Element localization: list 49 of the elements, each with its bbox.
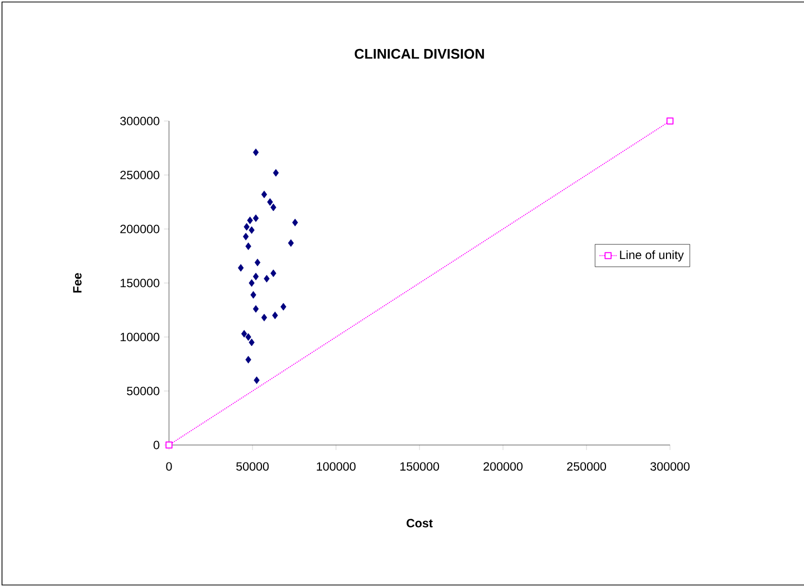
point xyxy=(252,148,259,156)
y-tick-label: 250000 xyxy=(120,170,160,180)
x-tick-label: 200000 xyxy=(484,462,523,471)
point xyxy=(288,239,294,247)
point xyxy=(252,214,259,222)
point xyxy=(242,232,249,240)
point xyxy=(245,242,252,250)
point xyxy=(292,218,298,226)
point xyxy=(252,305,259,313)
x-tick-label: 150000 xyxy=(400,462,440,471)
point xyxy=(244,223,250,231)
point xyxy=(267,198,273,206)
point xyxy=(270,269,276,278)
x-tick-label: 100000 xyxy=(316,462,356,471)
point xyxy=(247,216,253,224)
point xyxy=(166,442,172,448)
y-tick-label: 150000 xyxy=(120,278,160,288)
legend-label: Line of unity xyxy=(620,250,684,262)
point xyxy=(280,302,286,311)
y-tick-label: 100000 xyxy=(120,332,160,342)
y-tick-label: 200000 xyxy=(120,224,160,234)
x-tick-label: 0 xyxy=(166,462,172,471)
x-axis-title: Cost xyxy=(406,518,433,528)
point xyxy=(254,376,260,384)
point xyxy=(238,264,244,272)
point xyxy=(270,204,276,212)
point xyxy=(666,118,674,124)
point xyxy=(254,258,260,266)
point xyxy=(272,312,278,320)
y-tick-label: 50000 xyxy=(126,386,160,396)
point xyxy=(248,338,255,346)
point xyxy=(261,190,268,198)
x-tick-label: 50000 xyxy=(236,462,269,471)
x-tick-label: 300000 xyxy=(650,462,690,471)
point xyxy=(252,272,259,280)
point xyxy=(241,330,248,338)
y-axis-title: Fee xyxy=(73,273,82,293)
chart-title: CLINICAL DIVISION xyxy=(354,48,484,59)
y-tick-label: 300000 xyxy=(120,116,160,126)
point xyxy=(245,333,252,341)
y-tick-label: 0 xyxy=(154,440,160,450)
point xyxy=(264,274,270,282)
point xyxy=(272,169,279,177)
x-tick-label: 250000 xyxy=(567,462,606,471)
point xyxy=(248,226,255,234)
point xyxy=(250,291,256,299)
point xyxy=(245,356,252,364)
point xyxy=(248,279,255,287)
point xyxy=(261,314,268,322)
